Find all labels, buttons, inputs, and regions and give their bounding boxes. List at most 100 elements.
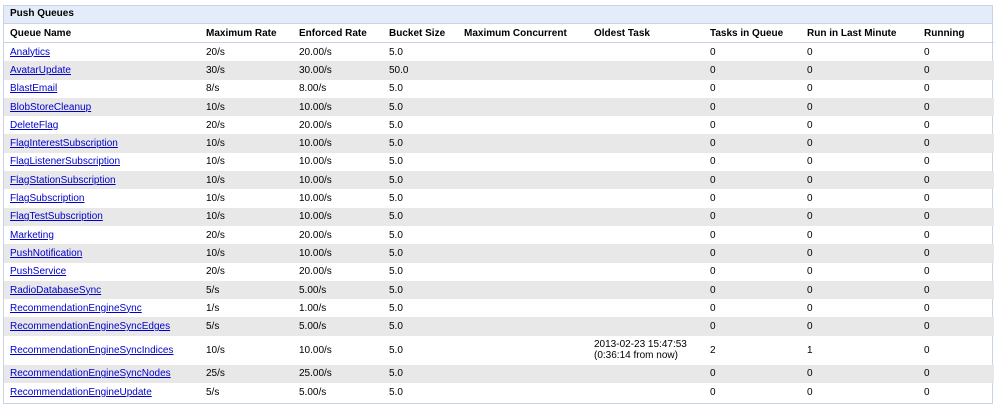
tasks-in-queue-cell: 0: [710, 386, 716, 398]
oldest-task-time: 2013-02-23 15:47:53: [594, 339, 687, 351]
maximum-rate-cell: 20/s: [206, 119, 225, 131]
table-row: BlobStoreCleanup 10/s 10.00/s 5.0 0 0 0: [4, 97, 994, 117]
bucket-size-cell: 5.0: [383, 97, 458, 117]
table-row: FlagTestSubscription 10/s 10.00/s 5.0 0 0 0: [4, 207, 994, 226]
maximum-concurrent-cell: [458, 336, 588, 365]
queue-link[interactable]: RecommendationEngineSyncNodes: [10, 368, 171, 380]
enforced-rate-cell: 5.00/s: [299, 386, 327, 398]
running-cell: 0: [924, 266, 930, 278]
queue-link[interactable]: FlagStationSubscription: [10, 174, 116, 186]
maximum-concurrent-cell: [458, 280, 588, 300]
enforced-rate-cell: 10.00/s: [299, 193, 332, 205]
bucket-size-cell: 5.0: [389, 344, 403, 356]
queue-name-cell: RecommendationEngineUpdate: [4, 383, 200, 401]
maximum-concurrent-cell: [458, 226, 588, 244]
oldest-task-cell: [588, 226, 704, 244]
bucket-size-cell: 5.0: [383, 317, 458, 336]
maximum-concurrent-cell: [458, 317, 588, 336]
enforced-rate-cell: 10.00/s: [293, 134, 383, 153]
oldest-task-cell: [588, 244, 704, 263]
maximum-rate-cell: 20/s: [206, 229, 225, 241]
maximum-concurrent-cell: [458, 299, 588, 317]
queue-link[interactable]: FlagListenerSubscription: [10, 156, 121, 168]
queue-link[interactable]: Analytics: [10, 46, 51, 58]
tasks-in-queue-cell: 0: [704, 134, 801, 153]
tasks-in-queue-cell: 0: [704, 280, 801, 300]
oldest-task-cell: [588, 263, 704, 281]
queue-link[interactable]: AvatarUpdate: [10, 64, 71, 76]
tasks-in-queue-cell: 0: [710, 266, 716, 278]
maximum-rate-cell: 20/s: [206, 266, 225, 278]
maximum-rate-cell: 10/s: [200, 171, 293, 190]
running-cell: 0: [924, 229, 930, 241]
bucket-size-cell: 5.0: [389, 46, 403, 58]
maximum-concurrent-cell: [458, 171, 588, 190]
running-cell: 0: [918, 207, 994, 226]
tasks-in-queue-cell: 0: [704, 207, 801, 226]
table-row: RecommendationEngineSyncEdges 5/s 5.00/s 5.…: [4, 317, 994, 336]
maximum-rate-cell: 10/s: [206, 156, 225, 168]
maximum-concurrent-cell: [458, 43, 588, 62]
queue-link[interactable]: FlagInterestSubscription: [10, 138, 118, 150]
queue-name-cell: RecommendationEngineSync: [4, 299, 200, 317]
queue-link[interactable]: RecommendationEngineSyncEdges: [10, 321, 171, 333]
queue-name-cell: RecommendationEngineSyncEdges: [4, 317, 200, 336]
queue-name-cell: FlagTestSubscription: [4, 207, 200, 226]
maximum-concurrent-cell: [458, 263, 588, 281]
queue-link[interactable]: DeleteFlag: [10, 119, 59, 131]
queue-name-cell: BlastEmail: [4, 80, 200, 98]
queue-link[interactable]: BlobStoreCleanup: [10, 101, 92, 113]
enforced-rate-cell: 10.00/s: [293, 244, 383, 263]
queue-name-cell: FlagListenerSubscription: [4, 153, 200, 171]
maximum-rate-cell: 10/s: [206, 344, 225, 356]
queue-link[interactable]: BlastEmail: [10, 83, 58, 95]
enforced-rate-cell: 1.00/s: [299, 302, 327, 314]
queue-name-cell: Analytics: [4, 43, 200, 62]
running-cell: 0: [918, 134, 994, 153]
table-row: RecommendationEngineSyncIndices 10/s 10.00…: [4, 336, 994, 365]
push-queues-panel: Push Queues Queue Name Maximum Rate Enfo…: [3, 5, 994, 404]
queue-link[interactable]: RecommendationEngineUpdate: [10, 386, 152, 398]
running-cell: 0: [924, 193, 930, 205]
running-cell: 0: [924, 156, 930, 168]
table-header-row: Queue Name Maximum Rate Enforced Rate Bu…: [4, 24, 994, 43]
bucket-size-cell: 5.0: [389, 266, 403, 278]
maximum-rate-cell: 10/s: [200, 244, 293, 263]
table-row: FlagInterestSubscription 10/s 10.00/s 5.0 0 0…: [4, 134, 994, 153]
queue-link[interactable]: RadioDatabaseSync: [10, 284, 102, 296]
tasks-in-queue-cell: 0: [704, 97, 801, 117]
maximum-rate-cell: 10/s: [200, 97, 293, 117]
queue-link[interactable]: FlagSubscription: [10, 193, 85, 205]
maximum-rate-cell: 10/s: [200, 134, 293, 153]
col-header-queue-name: Queue Name: [4, 24, 200, 43]
running-cell: 0: [918, 317, 994, 336]
maximum-concurrent-cell: [458, 80, 588, 98]
bucket-size-cell: 50.0: [383, 61, 458, 80]
table-row: RecommendationEngineUpdate 5/s 5.00/s 5.0 0 0…: [4, 383, 994, 401]
bucket-size-cell: 5.0: [389, 229, 403, 241]
enforced-rate-cell: 10.00/s: [293, 171, 383, 190]
run-in-last-minute-cell: 0: [801, 317, 918, 336]
table-row: PushNotification 10/s 10.00/s 5.0 0 0 0: [4, 244, 994, 263]
run-in-last-minute-cell: 0: [807, 266, 813, 278]
queue-link[interactable]: PushNotification: [10, 247, 83, 259]
queue-link[interactable]: RecommendationEngineSync: [10, 302, 142, 314]
queue-link[interactable]: PushService: [10, 266, 67, 278]
oldest-task-cell: [588, 97, 704, 117]
running-cell: 0: [918, 61, 994, 80]
tasks-in-queue-cell: 0: [710, 229, 716, 241]
bucket-size-cell: 5.0: [389, 156, 403, 168]
queue-link[interactable]: RecommendationEngineSyncIndices: [10, 344, 174, 356]
run-in-last-minute-cell: 0: [801, 207, 918, 226]
run-in-last-minute-cell: 0: [801, 134, 918, 153]
table-row: RecommendationEngineSyncNodes 25/s 25.00/s…: [4, 364, 994, 384]
table-row: RecommendationEngineSync 1/s 1.00/s 5.0 0 0 0: [4, 299, 994, 317]
queue-name-cell: Marketing: [4, 226, 200, 244]
table-row: BlastEmail 8/s 8.00/s 5.0 0 0 0: [4, 80, 994, 98]
col-header-oldest-task: Oldest Task: [588, 24, 704, 43]
enforced-rate-cell: 10.00/s: [299, 156, 332, 168]
oldest-task-cell: [588, 317, 704, 336]
queue-link[interactable]: FlagTestSubscription: [10, 211, 103, 223]
queue-link[interactable]: Marketing: [10, 229, 54, 241]
running-cell: 0: [924, 344, 930, 356]
